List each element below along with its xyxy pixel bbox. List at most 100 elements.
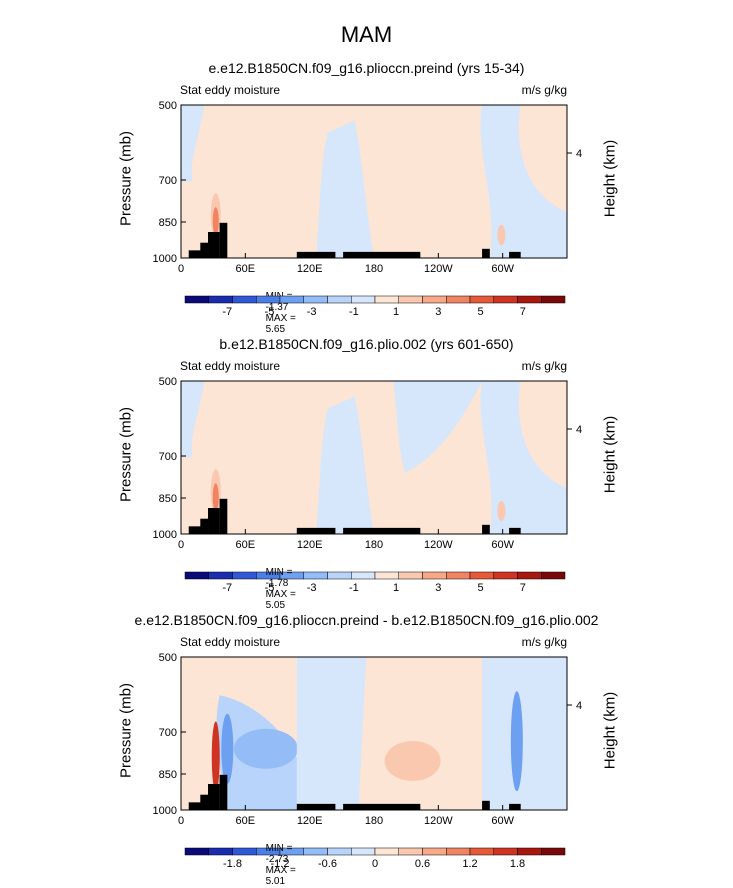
- colorbar-segment: [517, 295, 542, 304]
- panel-2-left-label: Stat eddy moisture: [180, 359, 281, 373]
- colorbar-segment: [184, 847, 209, 856]
- colorbar-label: -7: [222, 582, 232, 594]
- topography-block-1: [188, 526, 205, 534]
- field-blue-streak: [221, 713, 234, 784]
- colorbar-label: -7: [222, 306, 232, 318]
- panel-2-plot: 500 700 850 1000 4 0 60E 120E 180 120W 60W -7 -5 -3 -1…: [153, 376, 583, 594]
- colorbar-label: -1: [349, 306, 359, 318]
- xtick-label: 60W: [491, 263, 514, 275]
- panel-3-minmax: MIN = -2.73 MAX = 5.01: [260, 832, 425, 887]
- ytick-label: 700: [159, 727, 177, 739]
- colorbar-segment: [469, 847, 494, 856]
- field-blue-left: [181, 105, 205, 182]
- colorbar-segment: [398, 295, 423, 304]
- colorbar-label: 0: [372, 858, 378, 870]
- ytick-label: 850: [159, 217, 177, 229]
- topography-block-4: [219, 222, 228, 258]
- colorbar-segment: [279, 295, 304, 304]
- ytick-label: 1000: [153, 805, 177, 817]
- y2tick-label: 4: [576, 424, 582, 436]
- xtick-label: 0: [178, 815, 184, 827]
- colorbar-segment: [517, 571, 542, 580]
- ytick-label: 500: [159, 100, 177, 112]
- panel-3-field: [181, 657, 567, 810]
- xtick-label: 180: [365, 539, 383, 551]
- colorbar-label: 7: [520, 306, 526, 318]
- colorbar-label: 0.6: [415, 858, 430, 870]
- panel-3-min-label: MIN =: [265, 843, 293, 854]
- colorbar-segment: [493, 295, 518, 304]
- topography-block-7: [482, 248, 490, 258]
- main-title: MAM: [340, 22, 393, 47]
- panel-3-max-value: 5.01: [265, 876, 286, 887]
- topography-block-6: [296, 251, 336, 258]
- panel-3-y2label: Height (km): [601, 691, 619, 770]
- topography-block-6: [296, 803, 336, 810]
- panel-3-min-value: -2.73: [265, 854, 289, 865]
- field-red-streak-inner: [212, 483, 219, 512]
- topography-block-3: [208, 783, 220, 810]
- xtick-label: 60W: [491, 815, 514, 827]
- field-red-blob: [384, 741, 441, 782]
- panel-1-min-value: -1.37: [265, 302, 289, 313]
- topography-block-8: [509, 803, 521, 810]
- xtick-label: 120E: [297, 815, 323, 827]
- panel-1-field: [181, 105, 567, 258]
- colorbar-label: -1.8: [223, 858, 242, 870]
- panel-3-left-label: Stat eddy moisture: [180, 635, 281, 649]
- colorbar-segment: [422, 295, 447, 304]
- ytick-label: 500: [159, 652, 177, 664]
- panel-1-plot: 500 700 850 1000 4 0 60E 120E 180 120W 60W -7 -5 -3 -1…: [153, 100, 583, 318]
- topography-block-2: [200, 794, 209, 810]
- colorbar-segment: [493, 847, 518, 856]
- colorbar-segment: [446, 295, 471, 304]
- colorbar-segment: [374, 295, 399, 304]
- colorbar-label: 1: [393, 582, 399, 594]
- colorbar-segment: [517, 847, 542, 856]
- colorbar-label: 5: [477, 582, 483, 594]
- panel-1-max-label: MAX =: [265, 313, 296, 324]
- colorbar-segment: [232, 295, 257, 304]
- panel-2-units: m/s g/kg: [521, 359, 567, 373]
- field-blue-right: [480, 381, 567, 534]
- panel-2-field: [181, 381, 567, 534]
- colorbar-label: 3: [435, 582, 441, 594]
- colorbar-segment: [469, 295, 494, 304]
- xtick-label: 0: [178, 539, 184, 551]
- topography-block-2: [200, 242, 209, 258]
- field-red-streak-west: [497, 225, 506, 246]
- colorbar-segment: [541, 295, 566, 304]
- colorbar-segment: [422, 847, 447, 856]
- field-blue-right: [482, 657, 567, 810]
- panel-2-y2label: Height (km): [601, 415, 619, 494]
- panel-2-ylabel: Pressure (mb): [117, 406, 135, 503]
- xtick-label: 120E: [297, 539, 323, 551]
- field-blue-center: [296, 657, 367, 810]
- colorbar-segment: [303, 295, 328, 304]
- panel-2-min-label: MIN =: [265, 567, 293, 578]
- topography-block-7: [482, 524, 490, 534]
- ytick-label: 500: [159, 376, 177, 388]
- colorbar-label: 1.8: [510, 858, 525, 870]
- colorbar-label: 3: [435, 306, 441, 318]
- colorbar-segment: [208, 295, 233, 304]
- topography-block-4: [219, 498, 228, 534]
- topography-block-1: [188, 250, 205, 258]
- xtick-label: 180: [365, 263, 383, 275]
- colorbar-label: -5: [265, 306, 275, 318]
- topography-block-6: [296, 527, 336, 534]
- topography-block-2: [200, 518, 209, 534]
- ytick-label: 1000: [153, 253, 177, 265]
- colorbar-label: -0.6: [318, 858, 337, 870]
- topography-block-4: [219, 774, 228, 810]
- topography-block-5: [343, 803, 421, 810]
- xtick-label: 0: [178, 263, 184, 275]
- colorbar-label: -3: [307, 582, 317, 594]
- colorbar-segment: [469, 571, 494, 580]
- field-blue-center: [316, 396, 374, 534]
- xtick-label: 120W: [424, 539, 453, 551]
- colorbar-label: 1.2: [462, 858, 477, 870]
- ytick-label: 850: [159, 493, 177, 505]
- panel-1-title: e.e12.B1850CN.f09_g16.plioccn.preind (yr…: [208, 60, 525, 76]
